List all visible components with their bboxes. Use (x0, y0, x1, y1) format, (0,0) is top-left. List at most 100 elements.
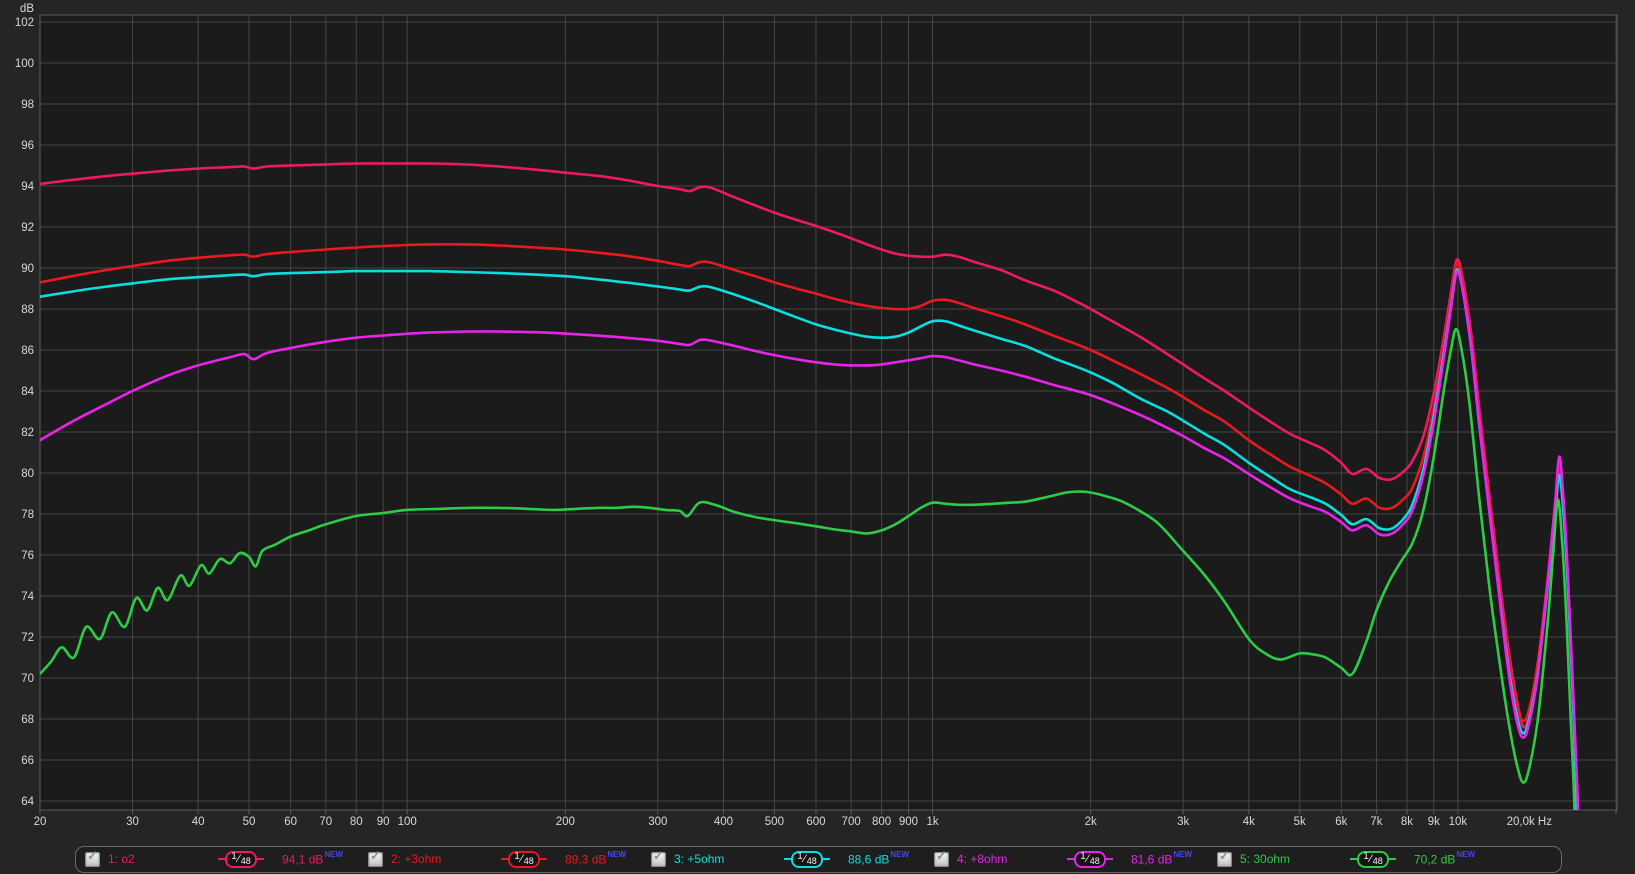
x-tick-label: 7k (1370, 816, 1382, 828)
series5-visibility-checkbox[interactable]: ✓ (1217, 847, 1232, 867)
check-icon: ✓ (653, 847, 664, 863)
y-tick-label: 90 (21, 263, 34, 275)
x-tick-label: 500 (765, 816, 784, 828)
legend-item-3: ✓ 3: +5ohm 1 ⁄ 48 88,6 dBNEW (651, 847, 934, 868)
y-tick-label: 64 (21, 796, 34, 808)
new-flag: NEW (890, 850, 910, 860)
legend-item-4: ✓ 4: +8ohm 1 ⁄ 48 81,6 dBNEW (934, 847, 1217, 868)
x-tick-label: 50 (243, 816, 256, 828)
x-tick-label: 40 (192, 816, 205, 828)
legend-item-1: ✓ 1: o2 1 ⁄ 48 94,1 dBNEW (85, 849, 368, 868)
smoothing-dash-right-icon (823, 858, 830, 861)
x-tick-label: 300 (648, 816, 667, 828)
x-tick-label: 80 (350, 816, 363, 828)
x-tick-label: 10k (1449, 816, 1468, 828)
x-tick-label: 5k (1294, 816, 1306, 828)
series2-level-value: 89,3 dBNEW (565, 850, 627, 867)
smoothing-fraction-badge: 1 ⁄ 48 (791, 850, 823, 868)
y-tick-label: 80 (21, 468, 34, 480)
y-tick-label: 68 (21, 714, 34, 726)
x-tick-label: 600 (806, 816, 825, 828)
series3-label[interactable]: 3: +5ohm (674, 852, 725, 867)
legend-bar: ✓ 1: o2 1 ⁄ 48 94,1 dBNEW ✓ 2: +3ohm 1 ⁄ 48 … (75, 846, 1562, 873)
smoothing-fraction-badge: 1 ⁄ 48 (1357, 850, 1389, 868)
smoothing-dash-left-icon (218, 858, 225, 861)
x-tick-label: 60 (284, 816, 297, 828)
smoothing-dash-left-icon (1067, 858, 1074, 861)
smoothing-dash-left-icon (501, 858, 508, 861)
series4-smoothing-control[interactable]: 1 ⁄ 48 (1067, 850, 1113, 868)
y-tick-label: 76 (21, 550, 34, 562)
series3-smoothing-control[interactable]: 1 ⁄ 48 (784, 850, 830, 868)
y-tick-label: 70 (21, 673, 34, 685)
y-tick-label: 86 (21, 345, 34, 357)
y-tick-label: 84 (21, 386, 34, 398)
new-flag: NEW (1173, 850, 1193, 860)
new-flag: NEW (1456, 850, 1476, 860)
x-tick-label: 70 (319, 816, 332, 828)
x-tick-label: 9k (1428, 816, 1440, 828)
x-tick-label: 100 (398, 816, 417, 828)
x-tick-label: 30 (126, 816, 139, 828)
x-tick-label: 800 (872, 816, 891, 828)
y-tick-label: 88 (21, 304, 34, 316)
series1-visibility-checkbox[interactable]: ✓ (85, 849, 100, 867)
x-tick-label: 200 (556, 816, 575, 828)
y-tick-label: 94 (21, 181, 34, 193)
smoothing-fraction-badge: 1 ⁄ 48 (508, 850, 540, 868)
smoothing-fraction-badge: 1 ⁄ 48 (1074, 850, 1106, 868)
series5-label[interactable]: 5: 30ohm (1240, 852, 1291, 867)
series1-level-value: 94,1 dBNEW (282, 850, 344, 867)
x-tick-label: 20 (34, 816, 47, 828)
y-tick-label: 74 (21, 591, 34, 603)
legend-item-2: ✓ 2: +3ohm 1 ⁄ 48 89,3 dBNEW (368, 847, 651, 868)
y-tick-label: 98 (21, 99, 34, 111)
y-tick-label: 96 (21, 140, 34, 152)
x-tick-label: 90 (377, 816, 390, 828)
smoothing-dash-left-icon (784, 858, 791, 861)
new-flag: NEW (324, 850, 344, 860)
smoothing-dash-right-icon (257, 858, 264, 861)
series5-level-value: 70,2 dBNEW (1414, 850, 1476, 867)
y-tick-label: 78 (21, 509, 34, 521)
y-tick-label: 82 (21, 427, 34, 439)
series3-visibility-checkbox[interactable]: ✓ (651, 847, 666, 867)
series4-level-value: 81,6 dBNEW (1131, 850, 1193, 867)
smoothing-dash-right-icon (1106, 858, 1113, 861)
smoothing-dash-right-icon (540, 858, 547, 861)
x-tick-label: 2k (1085, 816, 1097, 828)
x-tick-label: 8k (1401, 816, 1413, 828)
series1-smoothing-control[interactable]: 1 ⁄ 48 (218, 850, 264, 868)
curve-30ohm (40, 327, 1576, 810)
x-tick-label: 3k (1177, 816, 1189, 828)
y-tick-label: 92 (21, 222, 34, 234)
curve-plus8ohm (40, 270, 1580, 810)
plot-background (40, 15, 1617, 810)
series5-smoothing-control[interactable]: 1 ⁄ 48 (1350, 850, 1396, 868)
y-tick-label: 72 (21, 632, 34, 644)
series1-label[interactable]: 1: o2 (108, 852, 135, 867)
y-tick-label: 102 (15, 17, 34, 29)
series4-visibility-checkbox[interactable]: ✓ (934, 847, 949, 867)
legend-item-5: ✓ 5: 30ohm 1 ⁄ 48 70,2 dBNEW (1217, 847, 1500, 868)
x-tick-label: 900 (899, 816, 918, 828)
series3-level-value: 88,6 dBNEW (848, 850, 910, 867)
x-tick-label: 20,0k Hz (1507, 816, 1553, 828)
series4-label[interactable]: 4: +8ohm (957, 852, 1008, 867)
check-icon: ✓ (1219, 847, 1230, 863)
x-tick-label: 400 (714, 816, 733, 828)
y-tick-label: 66 (21, 755, 34, 767)
smoothing-fraction-badge: 1 ⁄ 48 (225, 850, 257, 868)
series2-visibility-checkbox[interactable]: ✓ (368, 847, 383, 867)
x-tick-label: 4k (1243, 816, 1255, 828)
check-icon: ✓ (370, 847, 381, 863)
smoothing-dash-left-icon (1350, 858, 1357, 861)
check-icon: ✓ (936, 847, 947, 863)
series2-label[interactable]: 2: +3ohm (391, 852, 442, 867)
y-axis-unit-label: dB (20, 3, 34, 15)
series2-smoothing-control[interactable]: 1 ⁄ 48 (501, 850, 547, 868)
new-flag: NEW (607, 850, 627, 860)
x-tick-label: 6k (1335, 816, 1347, 828)
